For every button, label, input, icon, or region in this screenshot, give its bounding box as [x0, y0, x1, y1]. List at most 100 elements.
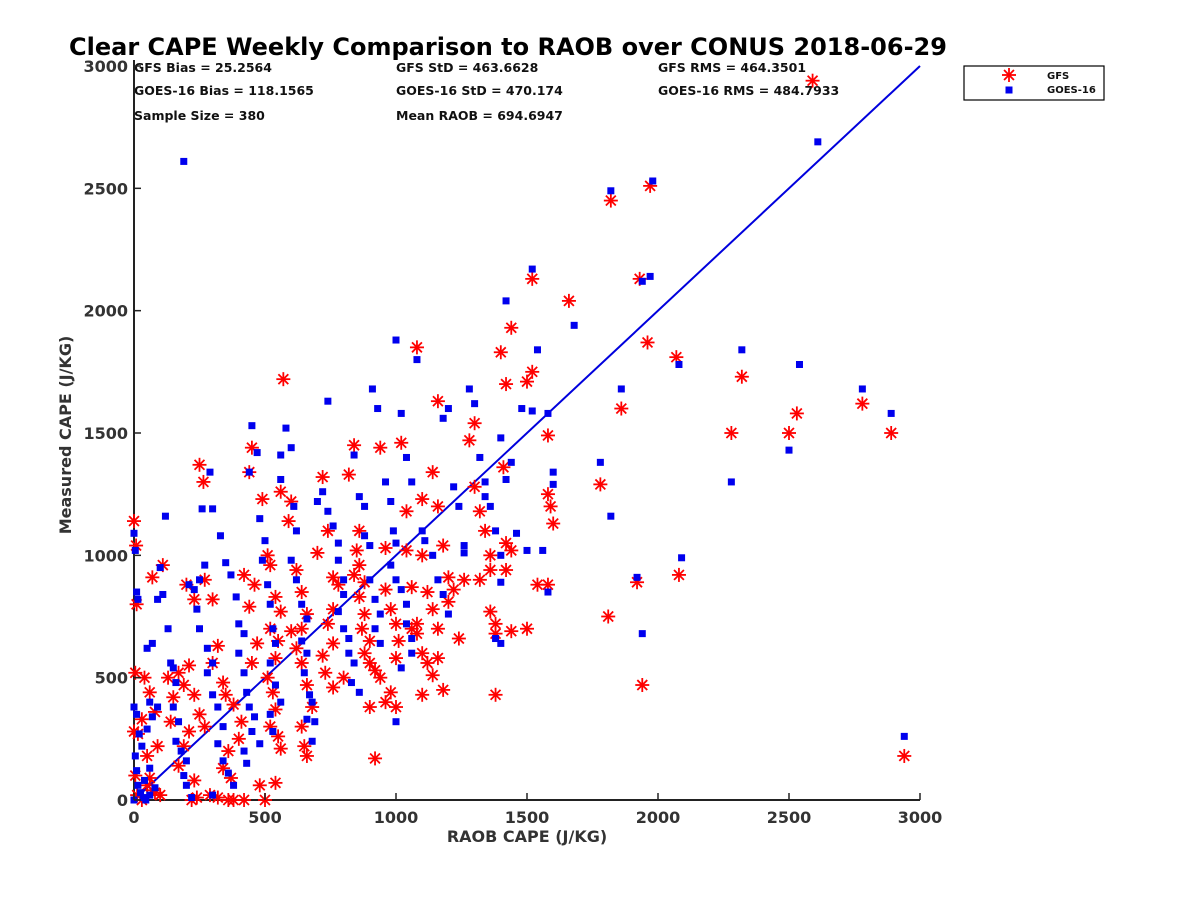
- gfs-point: [404, 580, 419, 595]
- goes16-point: [528, 265, 536, 273]
- goes16-point: [533, 346, 541, 354]
- gfs-point: [378, 695, 393, 710]
- gfs-point: [462, 433, 477, 448]
- goes16-point: [366, 542, 374, 550]
- gfs-point: [268, 775, 283, 790]
- goes16-point: [175, 718, 183, 726]
- goes16-point: [397, 409, 405, 417]
- goes16-point: [287, 556, 295, 564]
- goes16-point: [298, 600, 306, 608]
- goes16-point: [617, 385, 625, 393]
- gfs-point: [182, 724, 197, 739]
- gfs-point: [389, 651, 403, 666]
- goes16-point: [292, 527, 300, 535]
- gfs-point: [221, 744, 236, 759]
- data-points: [127, 73, 912, 807]
- goes16-point: [240, 630, 248, 638]
- goes16-point: [387, 561, 395, 569]
- goes16-point: [303, 615, 311, 623]
- goes16-point: [382, 478, 390, 486]
- gfs-point: [281, 514, 296, 529]
- goes16-point: [266, 659, 274, 667]
- legend: GFS GOES-16: [963, 65, 1105, 101]
- goes16-point: [319, 488, 327, 496]
- gfs-point: [299, 678, 314, 693]
- goes16-point: [486, 502, 494, 510]
- gfs-point: [724, 426, 739, 440]
- goes16-point: [311, 718, 319, 726]
- goes16-point: [164, 625, 172, 633]
- goes16-point: [334, 556, 342, 564]
- gfs-point: [436, 538, 451, 553]
- goes16-point: [476, 453, 484, 461]
- gfs-point: [315, 470, 330, 485]
- goes16-point: [146, 698, 154, 706]
- gfs-point: [294, 719, 309, 734]
- goes16-point: [130, 529, 138, 537]
- goes16-point: [308, 698, 316, 706]
- gfs-point: [441, 570, 456, 585]
- goes16-point: [376, 610, 384, 618]
- gfs-point: [391, 633, 406, 648]
- goes16-point: [481, 493, 489, 501]
- x-tick-label: 2500: [767, 808, 812, 827]
- goes16-point: [206, 468, 214, 476]
- x-tick-label: 0: [128, 808, 139, 827]
- gfs-point: [153, 788, 168, 803]
- goes16-point: [269, 625, 277, 633]
- gfs-point: [315, 648, 330, 663]
- goes16-point: [182, 757, 190, 765]
- gfs-point: [614, 401, 629, 416]
- stat-goes-bias: GOES-16 Bias = 118.1565: [134, 83, 314, 98]
- gfs-point: [394, 435, 409, 450]
- goes16-point: [646, 272, 654, 280]
- gfs-point: [255, 492, 270, 507]
- goes16-point: [392, 718, 400, 726]
- goes16-point: [421, 537, 429, 545]
- goes16-point: [497, 639, 505, 647]
- goes16-point: [465, 385, 473, 393]
- goes16-point: [146, 764, 154, 772]
- goes16-point: [203, 644, 211, 652]
- gfs-point: [226, 697, 241, 712]
- goes16-point: [347, 679, 355, 687]
- goes16-point: [607, 512, 615, 520]
- gfs-point: [205, 592, 220, 607]
- goes16-point: [180, 157, 188, 165]
- goes16-point: [230, 781, 238, 789]
- goes16-point: [130, 703, 138, 711]
- goes16-point: [180, 772, 188, 780]
- gfs-point: [425, 465, 440, 480]
- goes16-point: [439, 414, 447, 422]
- goes16-point: [397, 664, 405, 672]
- gfs-point: [216, 675, 231, 690]
- goes16-point: [154, 703, 162, 711]
- gfs-point: [276, 372, 291, 387]
- goes16-point: [169, 703, 177, 711]
- x-tick-label: 1500: [505, 808, 550, 827]
- goes16-point: [148, 639, 156, 647]
- goes16-point: [243, 759, 251, 767]
- goes16-point: [460, 542, 468, 550]
- chart-title: Clear CAPE Weekly Comparison to RAOB ove…: [69, 33, 947, 61]
- goes16-point: [245, 703, 253, 711]
- goes16-point: [258, 556, 266, 564]
- goes16-point: [172, 679, 180, 687]
- tick-labels: 0 500 1000 1500 2000 2500 3000 0 500 1000 1500 2000…: [83, 57, 942, 827]
- gfs-point: [441, 594, 456, 609]
- goes16-point: [368, 385, 376, 393]
- reference-line-group: [133, 65, 921, 801]
- goes16-point: [727, 478, 735, 486]
- goes16-point: [277, 451, 285, 459]
- goes16-point: [324, 397, 332, 405]
- gfs-point: [352, 558, 367, 573]
- goes16-point: [306, 691, 314, 699]
- goes16-point: [235, 620, 243, 628]
- gfs-point: [389, 700, 403, 715]
- stat-mean-raob: Mean RAOB = 694.6947: [396, 108, 563, 123]
- goes16-point: [138, 742, 146, 750]
- goes16-point: [219, 757, 227, 765]
- series-gfs: [127, 73, 912, 807]
- goes16-point: [308, 737, 316, 745]
- gfs-point: [425, 668, 440, 683]
